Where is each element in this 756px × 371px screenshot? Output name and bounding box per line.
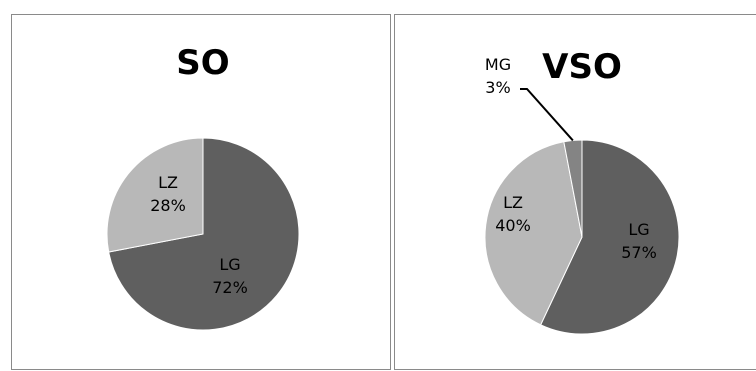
vso-label-lg-percent: 57% xyxy=(621,243,657,262)
vso-label-lg-name: LG xyxy=(628,220,649,239)
vso-chart-panel: VSO LG 57% LZ 40% MG 3% xyxy=(394,14,756,370)
vso-label-lz-percent: 40% xyxy=(495,216,531,235)
vso-chart-title: VSO xyxy=(542,47,622,87)
vso-slice-lz xyxy=(484,141,583,326)
vso-label-mg-percent: 3% xyxy=(485,78,510,97)
vso-pie-chart: VSO LG 57% LZ 40% MG 3% xyxy=(484,47,680,335)
so-chart-title: SO xyxy=(176,43,229,83)
vso-label-lz-name: LZ xyxy=(503,193,523,212)
so-label-lg-name: LG xyxy=(219,255,240,274)
vso-label-mg-name: MG xyxy=(485,55,511,74)
vso-slice-lg xyxy=(540,139,680,335)
so-pie-chart: SO LG 72% LZ 28% xyxy=(106,43,300,331)
so-chart-panel: SO LG 72% LZ 28% xyxy=(11,14,391,370)
so-label-lz-name: LZ xyxy=(158,173,178,192)
vso-label-mg-leader-line xyxy=(520,88,574,142)
so-label-lg-percent: 72% xyxy=(212,278,248,297)
so-slice-lg xyxy=(108,137,300,331)
so-slice-lz xyxy=(106,137,204,253)
so-label-lz-percent: 28% xyxy=(150,196,186,215)
